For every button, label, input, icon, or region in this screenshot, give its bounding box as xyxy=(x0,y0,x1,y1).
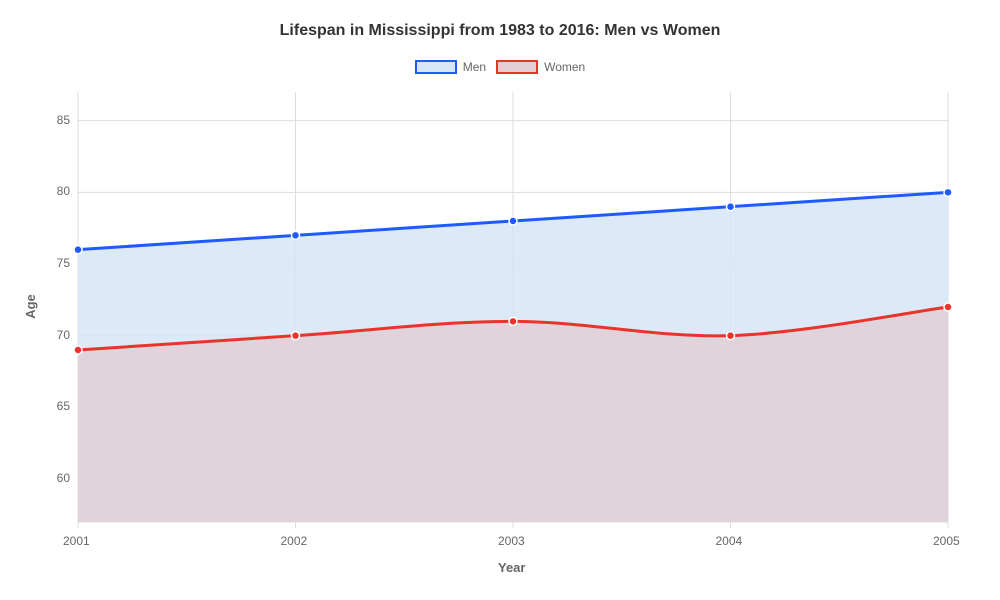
x-tick-label: 2004 xyxy=(716,534,743,548)
plot-svg xyxy=(0,0,1000,600)
x-axis-title: Year xyxy=(498,560,525,575)
y-axis-title: Age xyxy=(23,294,38,319)
y-tick-label: 65 xyxy=(40,399,70,413)
y-tick-label: 70 xyxy=(40,328,70,342)
x-tick-label: 2001 xyxy=(63,534,90,548)
chart-container: Lifespan in Mississippi from 1983 to 201… xyxy=(0,0,1000,600)
y-tick-label: 75 xyxy=(40,256,70,270)
x-tick-label: 2003 xyxy=(498,534,525,548)
y-tick-label: 85 xyxy=(40,113,70,127)
y-tick-label: 80 xyxy=(40,184,70,198)
x-tick-label: 2005 xyxy=(933,534,960,548)
x-tick-label: 2002 xyxy=(281,534,308,548)
y-tick-label: 60 xyxy=(40,471,70,485)
